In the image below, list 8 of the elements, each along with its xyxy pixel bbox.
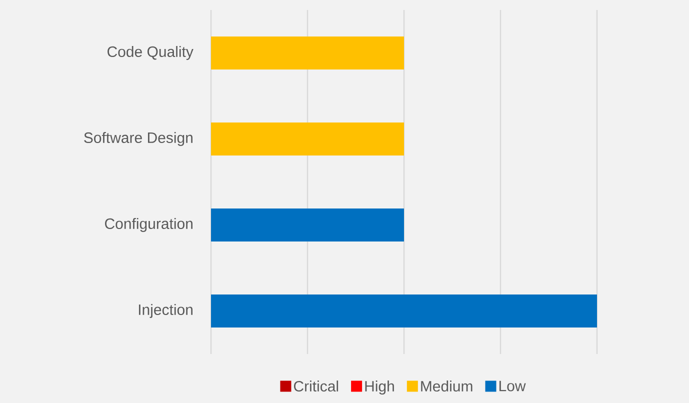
legend-label: Low bbox=[499, 380, 526, 392]
y-tick-label: Configuration bbox=[105, 218, 192, 232]
y-tick-label: Injection bbox=[138, 304, 192, 318]
legend-label: Medium bbox=[421, 380, 472, 392]
legend-label: High bbox=[365, 380, 394, 395]
legend-label: Critical bbox=[294, 380, 338, 392]
y-tick-label: Software Design bbox=[84, 132, 192, 146]
y-tick-label: Code Quality bbox=[108, 46, 194, 60]
